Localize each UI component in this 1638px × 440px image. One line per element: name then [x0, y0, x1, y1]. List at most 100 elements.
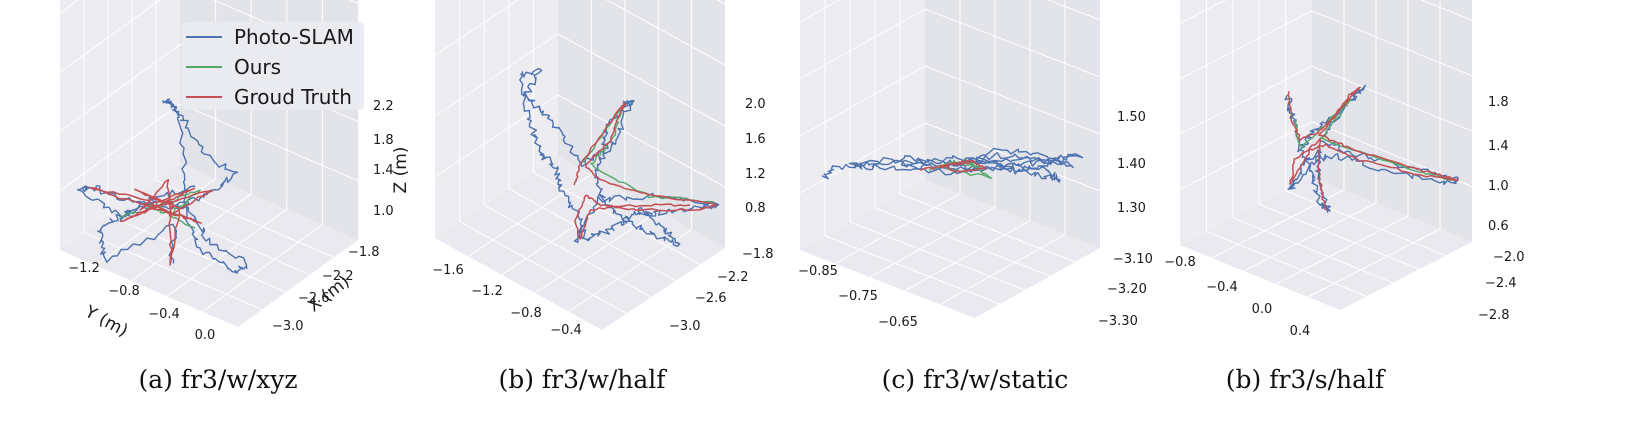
grid-line: [1179, 65, 1473, 135]
y-tick-label: −0.85: [798, 264, 838, 279]
axis-left-wall-pane: [435, 0, 558, 238]
axis-floor-pane: [800, 180, 1100, 318]
z-tick-label: 1.4: [1488, 139, 1509, 154]
x-tick-label: −1.8: [348, 245, 380, 260]
z-tick-label: 1.8: [1488, 95, 1509, 110]
z-tick-label: 1.30: [1117, 201, 1146, 216]
grid-line: [1259, 203, 1420, 270]
z-tick-label: 1.0: [1488, 179, 1509, 194]
grid-line: [799, 122, 1101, 194]
x-tick-label: −3.20: [1107, 282, 1147, 297]
axis-left-wall-pane: [800, 0, 925, 250]
subplot-caption: (c) fr3/w/static: [882, 365, 1069, 394]
grid-line: [95, 177, 216, 266]
z-tick-label: 1.4: [373, 163, 394, 178]
grid-line: [202, 224, 323, 313]
y-tick-label: 0.4: [1290, 324, 1311, 339]
grid-line: [939, 233, 1066, 305]
grid-line: [1275, 215, 1409, 285]
grid-line: [799, 65, 1101, 137]
subplot-caption: (b) fr3/s/half: [1226, 365, 1386, 394]
x-tick-label: −3.0: [272, 319, 304, 334]
y-tick-label: −0.65: [878, 315, 918, 330]
y-tick-label: −1.2: [68, 261, 100, 276]
grid-line: [59, 103, 359, 192]
x-tick-label: −2.6: [695, 291, 727, 306]
legend: Photo-SLAM Ours Groud Truth: [182, 22, 364, 110]
subplot-2: −1.6 −1.2 −0.8 −0.4 −1.8 −2.2 −2.6 −3.0 0.8 1.2 1.…: [432, 0, 774, 394]
series-line-ground-truth: [920, 159, 987, 173]
x-tick-label: −2.0: [1493, 250, 1525, 265]
grid-line: [1307, 228, 1441, 298]
grid-line: [824, 235, 1001, 305]
subplot-caption: (b) fr3/w/half: [498, 365, 667, 394]
grid-line: [107, 214, 287, 293]
grid-line: [904, 220, 1031, 292]
series-line-ground-truth: [573, 102, 717, 240]
grid-line: [1179, 0, 1473, 24]
x-tick-label: −2.8: [1478, 308, 1510, 323]
y-tick-label: −0.8: [510, 306, 542, 321]
grid-line: [483, 204, 652, 298]
grid-line: [468, 173, 592, 257]
axis-floor-pane: [1180, 177, 1472, 310]
z-tick-label: 1.0: [373, 204, 394, 219]
grid-line: [874, 207, 1051, 277]
series-line-ground-truth: [1287, 86, 1460, 211]
grid-line: [1179, 121, 1473, 191]
grid-line: [1285, 190, 1446, 257]
x-tick-label: −2.6: [298, 291, 330, 306]
grid-line: [459, 221, 627, 315]
z-tick-label: 1.2: [745, 167, 766, 182]
series-line-photo-slam: [821, 147, 1084, 183]
grid-line: [434, 0, 726, 66]
grid-line: [849, 221, 1026, 291]
legend-label: Ours: [234, 55, 281, 79]
grid-line: [568, 229, 692, 313]
axis-right-wall-pane: [1312, 0, 1472, 242]
grid-line: [1206, 230, 1367, 297]
axis-right-wall-pane: [558, 0, 725, 248]
x-tick-label: −3.0: [669, 319, 701, 334]
grid-line: [1243, 202, 1377, 272]
legend-label: Photo-SLAM: [234, 25, 354, 49]
y-tick-label: −1.6: [432, 263, 464, 278]
y-tick-label: −0.75: [838, 289, 878, 304]
grid-line: [83, 232, 263, 311]
y-tick-label: 0.0: [1252, 302, 1273, 317]
x-tick-label: −3.10: [1113, 252, 1153, 267]
x-tick-label: −1.8: [742, 247, 774, 262]
grid-line: [434, 94, 726, 188]
z-tick-label: 0.8: [745, 201, 766, 216]
y-tick-label: −0.8: [108, 284, 140, 299]
z-tick-label: 1.6: [745, 132, 766, 147]
z-axis-label: Z (m): [391, 147, 411, 194]
grid-line: [1179, 10, 1473, 80]
series-line-ground-truth: [88, 178, 213, 266]
legend-box: [182, 22, 364, 110]
y-tick-label: −0.4: [550, 323, 582, 338]
x-tick-label: −2.4: [1485, 276, 1517, 291]
grid-line: [1211, 189, 1345, 259]
x-tick-label: −3.30: [1098, 314, 1138, 329]
legend-label: Groud Truth: [234, 85, 352, 109]
y-tick-label: 0.0: [195, 328, 216, 343]
grid-line: [1232, 217, 1393, 284]
grid-line: [130, 193, 252, 282]
axis-right-wall-pane: [925, 0, 1100, 248]
subplot-3: −0.85−0.75−0.65 −3.10 −3.20 −3.30 1.30 1.40 1.…: [798, 0, 1153, 394]
grid-line: [166, 208, 288, 297]
x-tick-label: −2.2: [322, 269, 354, 284]
series-line-ours: [1294, 98, 1456, 181]
z-tick-label: 2.2: [373, 99, 394, 114]
grid-line: [534, 210, 659, 294]
y-tick-label: −0.4: [148, 307, 180, 322]
subplot-4: −0.8 −0.4 0.0 0.4 −2.0 −2.4 −2.8 0.6 1.0 1.4 1.8 (b…: [1164, 0, 1525, 394]
grid-line: [899, 193, 1076, 263]
z-tick-label: 1.40: [1117, 157, 1146, 172]
grid-line: [533, 171, 701, 265]
y-tick-label: −0.8: [1164, 255, 1196, 270]
z-tick-label: 2.0: [745, 97, 766, 112]
subplot-caption: (a) fr3/w/xyz: [138, 365, 297, 394]
